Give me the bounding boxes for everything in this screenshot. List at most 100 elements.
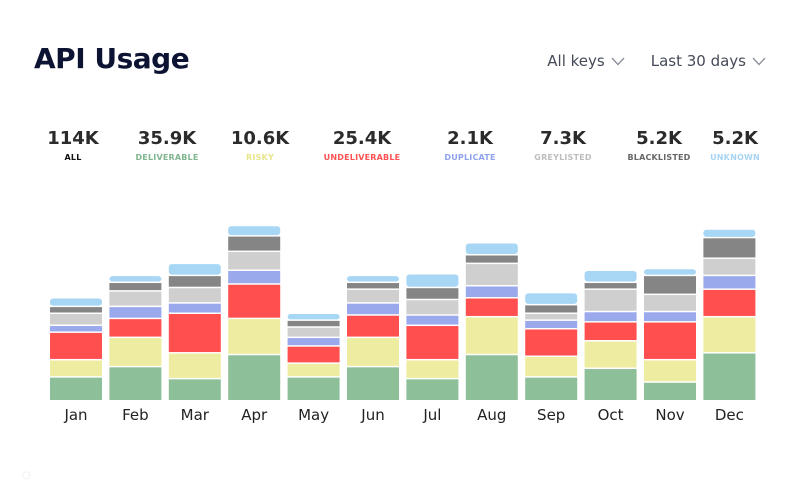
bar-segment-risky-apr[interactable] [228, 319, 281, 354]
bar-segment-duplicate-sep[interactable] [525, 320, 578, 328]
bar-segment-undeliverable-dec[interactable] [703, 289, 756, 316]
bar-segment-risky-dec[interactable] [703, 317, 756, 353]
bar-segment-risky-oct[interactable] [584, 341, 637, 368]
bar-segment-unknown-oct[interactable] [584, 271, 637, 282]
bar-segment-undeliverable-jan[interactable] [50, 332, 102, 359]
bar-segment-blacklisted-nov[interactable] [644, 276, 696, 294]
bar-segment-duplicate-jan[interactable] [50, 326, 102, 332]
bar-segment-risky-feb[interactable] [109, 338, 162, 366]
bar-segment-risky-mar[interactable] [168, 353, 221, 378]
bar-segment-greylisted-dec[interactable] [703, 258, 756, 275]
bar-segment-unknown-mar[interactable] [168, 264, 221, 275]
stat-undeliverable[interactable]: 25.4K UNDELIVERABLE [294, 128, 430, 162]
bar-segment-unknown-sep[interactable] [525, 293, 578, 304]
bar-group-aug[interactable] [465, 243, 518, 400]
bar-segment-duplicate-apr[interactable] [228, 271, 281, 284]
keys-filter-dropdown[interactable]: All keys [547, 52, 625, 70]
bar-segment-duplicate-feb[interactable] [109, 307, 162, 318]
bar-segment-deliverable-aug[interactable] [465, 355, 518, 400]
bar-segment-deliverable-nov[interactable] [644, 382, 696, 400]
bar-segment-deliverable-apr[interactable] [228, 355, 281, 400]
bar-segment-greylisted-mar[interactable] [168, 288, 221, 303]
bar-segment-greylisted-jul[interactable] [406, 300, 459, 315]
bar-segment-unknown-jan[interactable] [50, 298, 102, 306]
bar-segment-greylisted-sep[interactable] [525, 314, 578, 320]
stat-risky[interactable]: 10.6K RISKY [226, 128, 294, 162]
bar-segment-unknown-aug[interactable] [465, 243, 518, 255]
bar-segment-blacklisted-apr[interactable] [228, 236, 281, 251]
stat-greylisted[interactable]: 7.3K GREYLISTED [510, 128, 616, 162]
bar-segment-unknown-jun[interactable] [347, 276, 399, 282]
stat-duplicate[interactable]: 2.1K DUPLICATE [430, 128, 510, 162]
bar-segment-deliverable-oct[interactable] [584, 369, 637, 400]
bar-segment-greylisted-feb[interactable] [109, 291, 162, 306]
bar-segment-blacklisted-sep[interactable] [525, 305, 578, 313]
bar-segment-duplicate-jun[interactable] [347, 303, 399, 315]
bar-segment-deliverable-jun[interactable] [347, 367, 399, 400]
bar-segment-deliverable-feb[interactable] [109, 367, 162, 400]
bar-segment-risky-aug[interactable] [465, 317, 518, 354]
bar-group-jul[interactable] [406, 274, 459, 400]
bar-segment-risky-sep[interactable] [525, 357, 578, 377]
bar-segment-duplicate-nov[interactable] [644, 312, 696, 322]
bar-segment-deliverable-sep[interactable] [525, 377, 578, 400]
stat-deliverable[interactable]: 35.9K DELIVERABLE [108, 128, 226, 162]
bar-segment-undeliverable-may[interactable] [287, 346, 340, 363]
stat-unknown[interactable]: 5.2K UNKNOWN [702, 128, 768, 162]
bar-segment-undeliverable-aug[interactable] [465, 298, 518, 316]
bar-segment-unknown-jul[interactable] [406, 274, 459, 287]
bar-group-dec[interactable] [703, 229, 756, 400]
bar-segment-unknown-may[interactable] [287, 314, 340, 320]
bar-segment-risky-jan[interactable] [50, 360, 102, 377]
bar-group-may[interactable] [287, 314, 340, 400]
bar-segment-greylisted-apr[interactable] [228, 252, 281, 270]
bar-segment-undeliverable-sep[interactable] [525, 329, 578, 356]
bar-group-jun[interactable] [347, 276, 399, 400]
bar-segment-greylisted-jun[interactable] [347, 289, 399, 303]
bar-segment-unknown-dec[interactable] [703, 229, 756, 237]
bar-segment-duplicate-jul[interactable] [406, 315, 459, 325]
bar-segment-risky-jul[interactable] [406, 360, 459, 378]
bar-segment-greylisted-aug[interactable] [465, 264, 518, 285]
date-range-dropdown[interactable]: Last 30 days [651, 52, 766, 70]
bar-segment-deliverable-dec[interactable] [703, 353, 756, 400]
bar-group-apr[interactable] [228, 226, 281, 400]
bar-segment-deliverable-mar[interactable] [168, 379, 221, 400]
bar-segment-unknown-apr[interactable] [228, 226, 281, 236]
bar-group-oct[interactable] [584, 271, 637, 400]
bar-segment-blacklisted-mar[interactable] [168, 276, 221, 287]
bar-segment-blacklisted-jan[interactable] [50, 307, 102, 313]
bar-segment-undeliverable-jul[interactable] [406, 326, 459, 359]
bar-segment-blacklisted-aug[interactable] [465, 255, 518, 263]
bar-segment-greylisted-nov[interactable] [644, 295, 696, 311]
stat-all[interactable]: 114K ALL [38, 128, 108, 162]
bar-group-feb[interactable] [109, 276, 162, 400]
bar-segment-deliverable-jan[interactable] [50, 377, 102, 400]
bar-segment-risky-nov[interactable] [644, 360, 696, 382]
bar-segment-duplicate-dec[interactable] [703, 276, 756, 289]
bar-segment-blacklisted-jul[interactable] [406, 288, 459, 299]
bar-segment-deliverable-may[interactable] [287, 377, 340, 400]
bar-segment-duplicate-may[interactable] [287, 338, 340, 346]
bar-segment-duplicate-aug[interactable] [465, 286, 518, 298]
bar-segment-greylisted-jan[interactable] [50, 314, 102, 325]
bar-segment-risky-jun[interactable] [347, 338, 399, 366]
bar-segment-risky-may[interactable] [287, 363, 340, 377]
bar-group-jan[interactable] [50, 298, 102, 400]
bar-segment-greylisted-oct[interactable] [584, 289, 637, 311]
bar-segment-undeliverable-mar[interactable] [168, 314, 221, 353]
bar-segment-blacklisted-feb[interactable] [109, 283, 162, 291]
bar-segment-undeliverable-nov[interactable] [644, 322, 696, 359]
bar-segment-undeliverable-apr[interactable] [228, 284, 281, 318]
bar-segment-deliverable-jul[interactable] [406, 379, 459, 400]
bar-segment-unknown-nov[interactable] [644, 269, 696, 275]
bar-segment-undeliverable-oct[interactable] [584, 322, 637, 341]
bar-segment-blacklisted-jun[interactable] [347, 283, 399, 289]
bar-segment-undeliverable-jun[interactable] [347, 315, 399, 337]
bar-group-nov[interactable] [644, 269, 696, 400]
bar-segment-blacklisted-may[interactable] [287, 320, 340, 327]
bar-segment-unknown-feb[interactable] [109, 276, 162, 282]
bar-segment-greylisted-may[interactable] [287, 327, 340, 337]
bar-segment-duplicate-mar[interactable] [168, 303, 221, 313]
bar-segment-duplicate-oct[interactable] [584, 312, 637, 322]
